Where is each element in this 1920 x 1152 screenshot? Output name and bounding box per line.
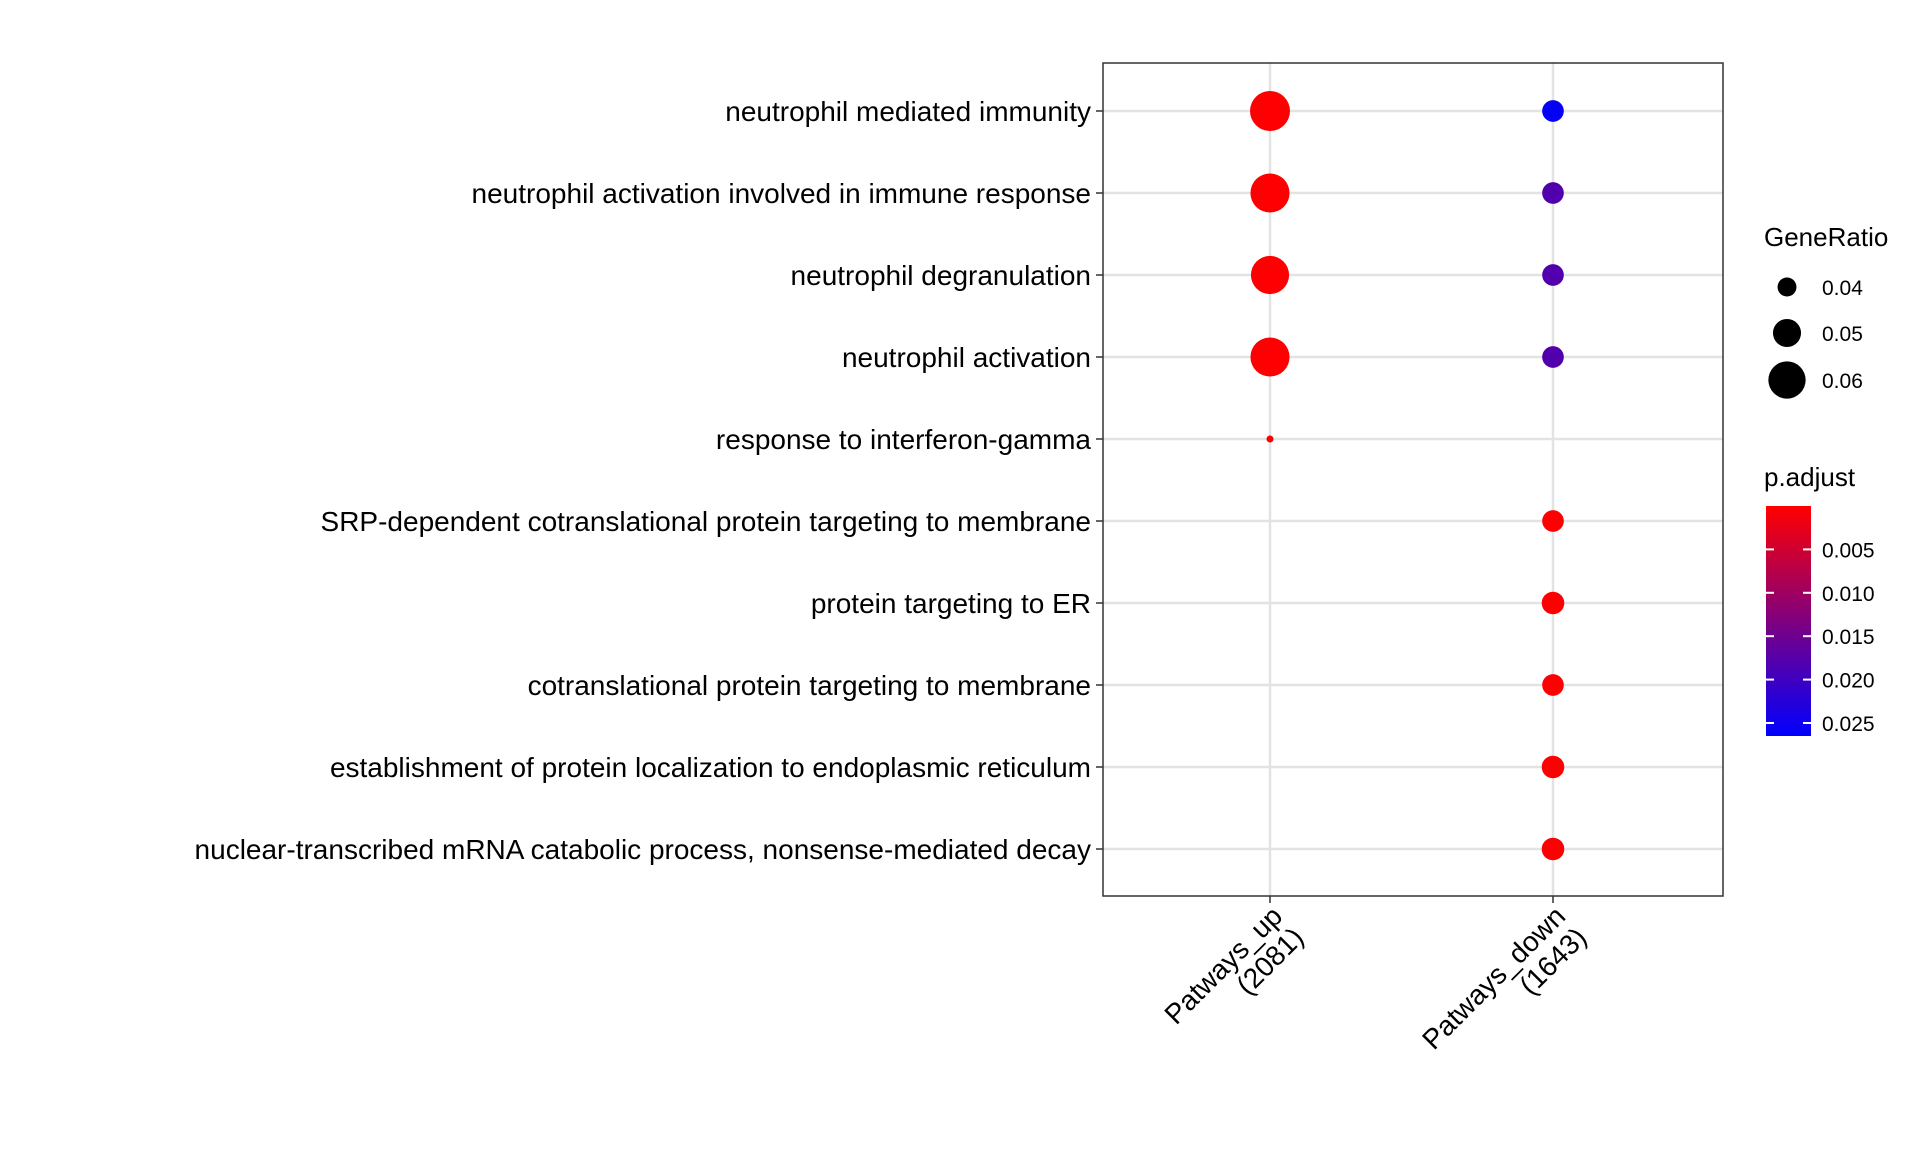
y-tick-label: neutrophil mediated immunity	[725, 96, 1091, 127]
color-legend-label: 0.025	[1822, 713, 1875, 736]
size-legend-key	[1772, 318, 1802, 348]
size-legend-label: 0.05	[1822, 323, 1863, 346]
data-point	[1250, 173, 1290, 213]
color-legend-bar	[1766, 506, 1811, 736]
y-tick-label: cotranslational protein targeting to mem…	[528, 670, 1091, 701]
x-tick-label: Patways_up(2081)	[1158, 900, 1309, 1051]
y-tick-label: response to interferon-gamma	[716, 424, 1092, 455]
size-legend-label: 0.04	[1822, 277, 1863, 300]
y-tick-label: SRP-dependent cotranslational protein ta…	[321, 506, 1091, 537]
color-legend-label: 0.010	[1822, 583, 1875, 606]
y-tick-label: neutrophil activation	[842, 342, 1091, 373]
y-tick-label: neutrophil activation involved in immune…	[472, 178, 1091, 209]
data-point	[1541, 755, 1565, 779]
plot-panel-border	[1102, 62, 1724, 897]
size-legend-key	[1768, 361, 1806, 399]
size-legend: GeneRatio 0.04 0.05 0.06	[1764, 222, 1888, 399]
data-point	[1542, 182, 1564, 204]
data-points	[1250, 91, 1565, 861]
size-legend-key	[1777, 277, 1797, 297]
data-point	[1542, 100, 1564, 122]
color-legend-label: 0.005	[1822, 539, 1875, 562]
y-axis: neutrophil mediated immunity neutrophil a…	[195, 96, 1103, 865]
y-tick-label: nuclear-transcribed mRNA catabolic proce…	[195, 834, 1091, 865]
grid-lines	[1103, 63, 1723, 896]
data-point	[1542, 674, 1564, 696]
color-legend-title: p.adjust	[1764, 462, 1856, 492]
data-point	[1266, 435, 1274, 443]
x-axis: Patways_up(2081) Patways_down(1643)	[1158, 896, 1592, 1076]
data-point	[1250, 337, 1290, 377]
data-point	[1250, 255, 1290, 295]
x-tick-label: Patways_down(1643)	[1416, 900, 1592, 1076]
color-legend-label: 0.020	[1822, 670, 1875, 693]
data-point	[1250, 91, 1290, 131]
data-point	[1541, 591, 1565, 615]
data-point	[1542, 510, 1564, 532]
size-legend-title: GeneRatio	[1764, 222, 1888, 252]
data-point	[1541, 837, 1565, 861]
data-point	[1542, 264, 1564, 286]
y-tick-label: establishment of protein localization to…	[330, 752, 1091, 783]
y-tick-label: neutrophil degranulation	[791, 260, 1091, 291]
y-tick-label: protein targeting to ER	[811, 588, 1091, 619]
color-legend: p.adjust 0.005 0.010 0.015 0.020 0.025	[1764, 462, 1875, 736]
color-legend-label: 0.015	[1822, 626, 1875, 649]
data-point	[1542, 346, 1564, 368]
size-legend-label: 0.06	[1822, 370, 1863, 393]
